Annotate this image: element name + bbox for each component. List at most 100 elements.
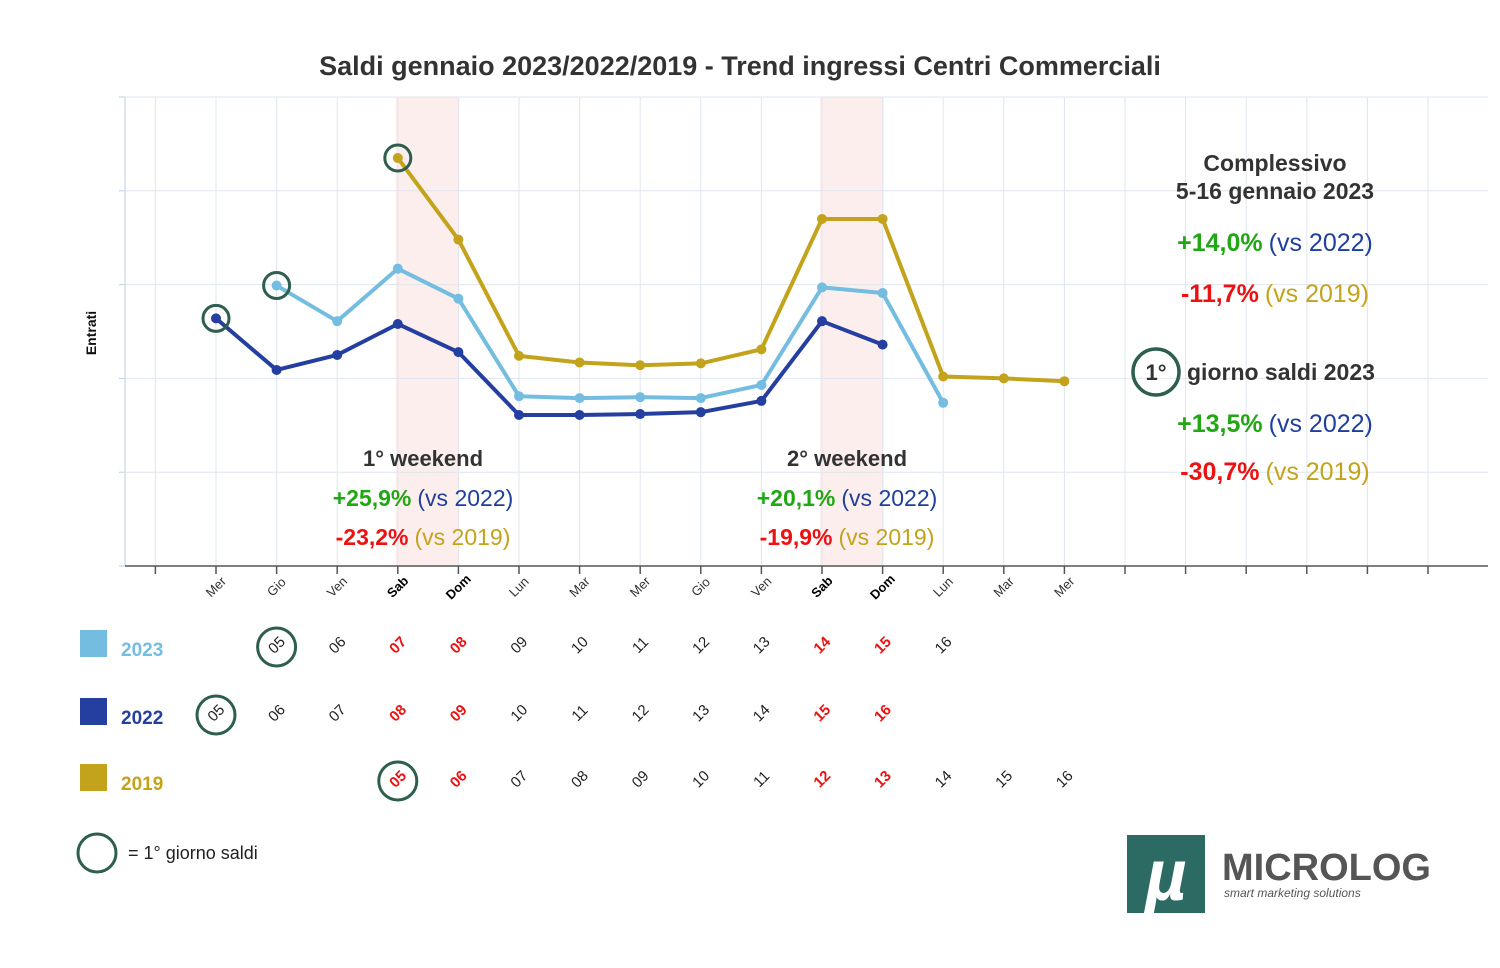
x-tick-label: Lun [930, 574, 956, 600]
first-day-ring-2022 [201, 303, 231, 333]
data-point-2019 [574, 357, 585, 368]
legend-day-2019: 09 [629, 767, 653, 791]
legend-day-2019: 07 [507, 767, 531, 791]
data-point-2022 [271, 364, 282, 375]
data-point-2019 [1059, 376, 1070, 387]
data-point-2023 [817, 282, 827, 293]
x-tick-label: Dom [867, 571, 898, 602]
legend-day-2023: 10 [568, 633, 592, 657]
legend-day-2023: 06 [326, 633, 350, 657]
data-point-2023 [574, 393, 585, 404]
legend-day-2022: 09 [447, 701, 471, 725]
weekend-1-pct-2022: +25,9% [333, 485, 412, 511]
data-point-2022 [453, 347, 464, 358]
x-tick-label: Dom [443, 571, 474, 602]
logo-name: MICROLOG [1222, 847, 1431, 889]
x-tick-label: Mer [627, 573, 654, 600]
first-day-legend-ring [76, 832, 118, 874]
legend-label-2019: 2019 [121, 774, 163, 795]
series-line-2022 [214, 316, 885, 417]
legend-day-2023: 11 [629, 634, 652, 657]
legend-day-2019: 08 [568, 767, 592, 791]
logo-mu-icon: µ [1143, 836, 1186, 916]
x-tick-label: Ven [324, 574, 350, 600]
first-day-vs-2022-label: (vs 2022) [1269, 410, 1373, 438]
legend-day-2022: 08 [386, 701, 410, 725]
data-point-2023 [271, 280, 282, 291]
data-point-2019 [392, 152, 403, 163]
series-line-2023 [274, 266, 946, 405]
data-point-2019 [938, 371, 949, 382]
legend-swatch-2023 [80, 630, 107, 657]
data-point-2022 [877, 339, 888, 350]
first-day-vs-2022: +13,5% (vs 2022) [1177, 410, 1373, 438]
legend-day-2019: 11 [750, 768, 773, 791]
logo-box [1127, 835, 1205, 913]
series-lines [211, 152, 1070, 420]
legend-day-2022: 07 [326, 701, 350, 725]
data-point-2023 [938, 397, 949, 408]
weekend-2-vs-2019: -19,9% (vs 2019) [760, 524, 935, 550]
legend-label-2023: 2023 [121, 640, 163, 661]
first-day-vs-2019-label: (vs 2019) [1266, 458, 1370, 486]
data-point-2022 [635, 409, 646, 420]
x-tick-label: Mar [566, 573, 593, 600]
data-point-2023 [514, 391, 524, 402]
summary-vs-2022: +14,0% (vs 2022) [1177, 229, 1373, 257]
weekend-1-vs-2022: +25,9% (vs 2022) [333, 485, 514, 511]
legend-day-2023: 14 [810, 633, 834, 657]
data-point-2019 [756, 344, 767, 355]
x-tick-label: Gio [264, 574, 289, 599]
x-tick-label: Ven [748, 574, 774, 600]
data-point-2019 [453, 234, 464, 245]
legend-label-2022: 2022 [121, 708, 163, 729]
data-point-2023 [635, 392, 646, 403]
summary-pct-2022: +14,0% [1177, 229, 1263, 257]
first-day-legend: = 1° giorno saldi [76, 832, 258, 874]
data-point-2022 [332, 349, 343, 360]
weekend-2-pct-2022: +20,1% [757, 485, 836, 511]
legend-day-2023: 13 [750, 633, 774, 657]
legend-day-2019: 05 [386, 767, 410, 791]
first-day-title: giorno saldi 2023 [1187, 359, 1375, 385]
first-day-vs-2019: -30,7% (vs 2019) [1180, 458, 1369, 486]
first-day-ring-2023 [262, 271, 292, 301]
weekend-2-pct-2019: -19,9% [760, 524, 833, 550]
legend-day-2019: 10 [689, 767, 713, 791]
weekend-1-title: 1° weekend [363, 446, 483, 471]
x-tick-label: Mar [990, 573, 1017, 600]
legend-first-day-ring-2019 [377, 760, 419, 802]
summary-panel: Complessivo 5-16 gennaio 2023 +14,0% (vs … [1131, 150, 1375, 486]
data-point-2023 [877, 288, 888, 299]
legend-day-2023: 09 [507, 633, 531, 657]
legend-day-2019: 13 [871, 767, 895, 791]
x-tick-labels: Mer Gio Ven Sab Dom Lun Mar Mer Gio Ven Sab Dom Lun M… [203, 571, 1078, 602]
legend-day-2023: 07 [386, 633, 410, 657]
legend-day-2022: 16 [871, 701, 895, 725]
legend-day-2022: 13 [689, 701, 713, 725]
legend-day-2019: 14 [932, 767, 956, 791]
legend-day-2019: 15 [992, 767, 1016, 791]
data-point-2022 [392, 318, 403, 329]
legend-swatch-2022 [80, 698, 107, 725]
legend-day-2019: 16 [1053, 767, 1077, 791]
weekend-2-annotation: 2° weekend +20,1% (vs 2022) -19,9% (vs 201… [757, 446, 938, 550]
legend-day-2022: 14 [750, 701, 774, 725]
data-point-2019 [514, 350, 524, 361]
summary-pct-2019: -11,7% [1181, 280, 1259, 308]
chart-title: Saldi gennaio 2023/2022/2019 - Trend ing… [319, 51, 1161, 81]
weekend-band-1 [395, 97, 460, 566]
data-point-2019 [635, 360, 646, 371]
first-day-ring-2019 [383, 143, 413, 173]
legend-day-2022: 06 [265, 701, 289, 725]
data-point-2022 [756, 395, 767, 406]
first-day-badge-ring [1131, 347, 1181, 397]
summary-vs-2022-label: (vs 2022) [1269, 229, 1373, 257]
series-line-2019 [395, 155, 1067, 384]
weekend-2-vs-2022-label: (vs 2022) [841, 485, 937, 511]
legend-first-day-ring-2022 [195, 694, 237, 736]
legend-day-2019: 12 [810, 767, 834, 791]
weekend-2-vs-2019-label: (vs 2019) [839, 524, 935, 550]
weekend-1-annotation: 1° weekend +25,9% (vs 2022) -23,2% (vs 201… [333, 446, 514, 550]
first-day-pct-2022: +13,5% [1177, 410, 1263, 438]
